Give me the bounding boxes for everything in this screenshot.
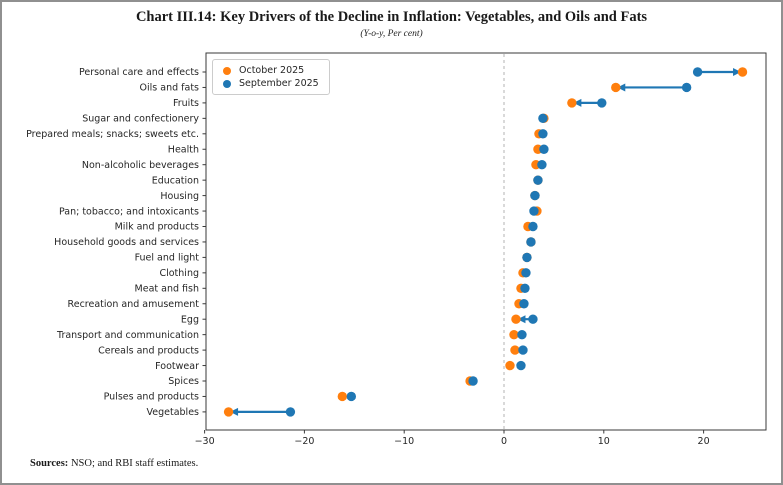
october-dot xyxy=(337,391,348,402)
september-dot xyxy=(522,252,532,263)
october-dot xyxy=(567,98,577,108)
september-dot xyxy=(597,98,607,108)
september-dot xyxy=(528,221,538,232)
category-label: Recreation and amusement xyxy=(68,299,200,310)
category-label: Milk and products xyxy=(115,222,199,233)
category-label: Spices xyxy=(168,376,199,387)
september-dot xyxy=(468,376,478,386)
september-dot xyxy=(533,175,543,185)
sources-text: NSO; and RBI staff estimates. xyxy=(68,458,199,469)
category-label: Vegetables xyxy=(147,407,200,418)
october-dot xyxy=(223,407,234,417)
september-legend-dot-icon xyxy=(223,79,231,88)
change-arrow-head xyxy=(573,98,582,107)
september-dot xyxy=(520,283,530,293)
september-dot xyxy=(526,237,536,247)
september-dot xyxy=(539,144,549,154)
x-tick-label: 0 xyxy=(501,436,507,447)
category-label: Oils and fats xyxy=(140,83,200,94)
september-dot xyxy=(537,160,547,170)
september-dot xyxy=(519,299,529,309)
category-label: Education xyxy=(152,175,199,186)
legend-item-september: September 2025 xyxy=(219,77,321,90)
october-dot xyxy=(509,329,519,340)
september-dot xyxy=(538,129,548,139)
x-tick-label: 10 xyxy=(598,436,610,447)
category-label: Health xyxy=(168,144,199,155)
category-label: Non-alcoholic beverages xyxy=(82,160,199,171)
october-dot xyxy=(611,82,621,93)
october-dot xyxy=(511,314,521,324)
category-label: Sugar and confectionery xyxy=(82,114,199,125)
september-dot xyxy=(692,67,703,77)
change-arrow-head xyxy=(617,83,626,92)
september-dot xyxy=(528,314,538,324)
september-dot xyxy=(521,268,531,278)
october-dot xyxy=(510,345,520,355)
sources-label: Sources: xyxy=(30,458,69,469)
x-tick-label: −30 xyxy=(195,436,215,447)
x-tick-label: −10 xyxy=(394,436,414,447)
category-label: Prepared meals; snacks; sweets etc. xyxy=(26,129,199,140)
october-legend-dot-icon xyxy=(223,66,231,75)
category-label: Personal care and effects xyxy=(79,67,199,78)
change-arrow-head xyxy=(733,68,742,76)
category-label: Housing xyxy=(160,191,199,202)
legend-label-october: October 2025 xyxy=(239,65,305,76)
category-label: Footwear xyxy=(155,361,199,372)
october-dot xyxy=(505,360,515,371)
october-dot xyxy=(737,67,748,77)
category-label: Pan; tobacco; and intoxicants xyxy=(59,206,199,217)
september-dot xyxy=(681,82,692,93)
category-label: Pulses and products xyxy=(104,392,199,403)
september-dot xyxy=(530,190,540,201)
september-dot xyxy=(517,329,527,340)
plot-frame xyxy=(205,52,767,431)
chart-subtitle: (Y-o-y, Per cent) xyxy=(360,29,423,39)
september-dot xyxy=(538,113,548,124)
legend-label-september: September 2025 xyxy=(239,78,319,89)
change-arrow-head xyxy=(517,315,526,324)
september-dot xyxy=(529,206,539,216)
change-arrow-head xyxy=(230,407,239,416)
category-label: Cereals and products xyxy=(98,345,199,356)
category-label: Clothing xyxy=(159,268,199,279)
category-label: Transport and communication xyxy=(56,330,199,341)
category-label: Fruits xyxy=(173,98,199,109)
category-label: Fuel and light xyxy=(135,253,200,264)
legend-box: October 2025 September 2025 xyxy=(212,59,330,95)
september-dot xyxy=(346,391,357,402)
september-dot xyxy=(518,345,528,355)
category-label: Household goods and services xyxy=(54,237,199,248)
category-label: Egg xyxy=(181,314,199,325)
x-tick-label: 20 xyxy=(698,436,710,447)
legend-item-october: October 2025 xyxy=(219,64,321,77)
x-tick-label: −20 xyxy=(294,436,314,447)
sources-note: Sources: NSO; and RBI staff estimates. xyxy=(30,458,198,469)
september-dot xyxy=(516,360,526,371)
chart-title: Chart III.14: Key Drivers of the Decline… xyxy=(135,9,648,25)
september-dot xyxy=(285,407,296,417)
category-label: Meat and fish xyxy=(135,284,199,295)
